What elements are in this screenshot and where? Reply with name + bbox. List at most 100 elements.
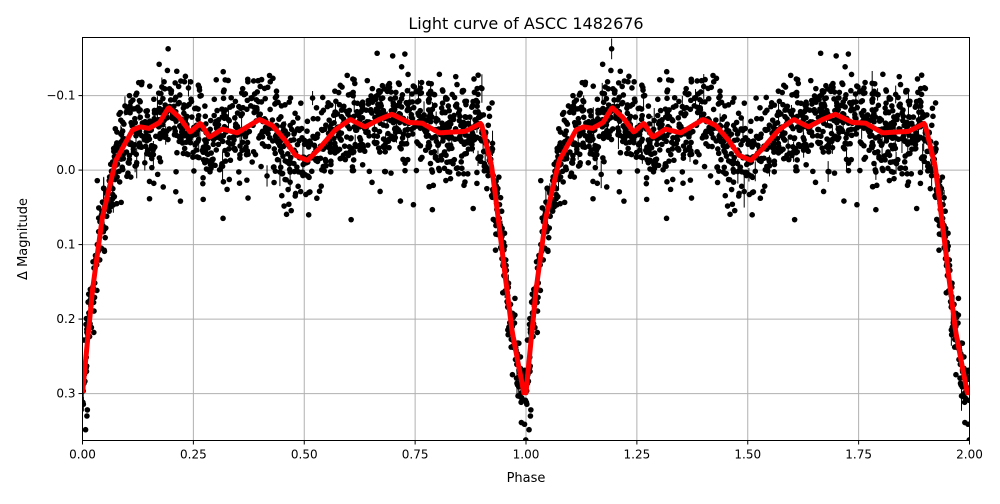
data-point bbox=[250, 78, 257, 84]
data-point bbox=[439, 100, 446, 106]
data-point bbox=[854, 201, 860, 208]
data-point bbox=[848, 87, 854, 94]
data-point bbox=[675, 115, 682, 121]
data-point bbox=[883, 87, 889, 93]
data-point bbox=[924, 168, 931, 174]
data-point bbox=[651, 150, 658, 156]
data-point bbox=[897, 101, 903, 107]
data-point bbox=[306, 142, 313, 148]
data-point bbox=[300, 161, 307, 168]
data-point bbox=[526, 426, 532, 433]
data-point bbox=[84, 413, 90, 419]
data-point bbox=[335, 132, 342, 139]
data-point bbox=[257, 83, 264, 90]
data-point bbox=[560, 179, 566, 185]
data-point bbox=[154, 171, 161, 178]
data-point bbox=[447, 142, 454, 149]
data-point bbox=[213, 147, 220, 153]
data-point bbox=[211, 112, 217, 119]
data-point bbox=[428, 91, 435, 97]
data-point bbox=[829, 144, 836, 151]
data-point bbox=[360, 106, 366, 113]
data-point bbox=[728, 151, 735, 157]
data-point bbox=[573, 97, 580, 103]
data-point bbox=[569, 160, 576, 166]
data-point bbox=[741, 100, 748, 106]
data-point bbox=[966, 397, 970, 404]
data-point bbox=[94, 177, 101, 184]
data-point bbox=[258, 76, 265, 83]
data-point bbox=[924, 163, 931, 170]
data-point bbox=[374, 50, 380, 57]
data-point bbox=[116, 111, 122, 118]
data-point bbox=[271, 146, 278, 152]
data-point bbox=[886, 122, 892, 129]
data-point bbox=[381, 86, 388, 92]
data-point bbox=[817, 50, 824, 57]
x-tick-label: 0.75 bbox=[402, 448, 429, 462]
data-point bbox=[157, 135, 163, 142]
data-point bbox=[332, 111, 339, 118]
data-point bbox=[700, 111, 707, 117]
data-point bbox=[402, 167, 408, 174]
data-point bbox=[489, 140, 496, 147]
data-point bbox=[688, 195, 695, 201]
data-point bbox=[703, 134, 709, 140]
data-point bbox=[245, 79, 251, 85]
data-point bbox=[710, 106, 717, 113]
data-point bbox=[876, 118, 883, 124]
data-point bbox=[703, 128, 709, 135]
data-point bbox=[617, 149, 624, 156]
data-point bbox=[602, 84, 609, 90]
data-point bbox=[594, 96, 601, 103]
data-point bbox=[577, 90, 584, 96]
data-point bbox=[189, 114, 195, 120]
data-point bbox=[580, 114, 587, 121]
data-point bbox=[211, 96, 218, 103]
data-point bbox=[271, 179, 277, 186]
data-point bbox=[522, 437, 529, 441]
data-point bbox=[836, 89, 843, 96]
data-point bbox=[454, 165, 461, 171]
data-point bbox=[656, 77, 663, 83]
data-point bbox=[348, 216, 354, 223]
data-point bbox=[814, 132, 821, 139]
data-point bbox=[867, 133, 873, 139]
data-point bbox=[812, 179, 819, 186]
data-point bbox=[872, 91, 879, 97]
data-point bbox=[889, 107, 896, 114]
data-point bbox=[639, 154, 646, 161]
data-point bbox=[612, 87, 618, 94]
data-point bbox=[554, 148, 561, 155]
data-point bbox=[724, 127, 730, 134]
data-point bbox=[705, 85, 711, 92]
data-point bbox=[883, 100, 889, 106]
data-point bbox=[181, 145, 188, 152]
data-point bbox=[738, 141, 744, 148]
data-point bbox=[480, 148, 487, 155]
data-point bbox=[603, 184, 610, 190]
data-point bbox=[889, 135, 896, 142]
data-point bbox=[151, 115, 158, 122]
data-point bbox=[467, 114, 473, 120]
data-point bbox=[223, 113, 229, 120]
data-point bbox=[357, 147, 363, 153]
data-point bbox=[841, 198, 847, 204]
data-point bbox=[848, 106, 855, 113]
data-point bbox=[208, 150, 215, 156]
data-point bbox=[902, 165, 909, 172]
data-point bbox=[873, 182, 880, 189]
data-point bbox=[134, 104, 141, 110]
data-point bbox=[322, 156, 329, 163]
data-point bbox=[681, 112, 688, 119]
data-point bbox=[353, 143, 360, 150]
data-point bbox=[743, 161, 750, 168]
data-point bbox=[174, 149, 180, 156]
data-point bbox=[110, 202, 117, 208]
data-point bbox=[852, 91, 859, 97]
data-point bbox=[575, 115, 582, 122]
data-point bbox=[655, 162, 662, 169]
data-point bbox=[845, 167, 852, 174]
data-point bbox=[803, 106, 810, 113]
data-point bbox=[172, 80, 178, 86]
